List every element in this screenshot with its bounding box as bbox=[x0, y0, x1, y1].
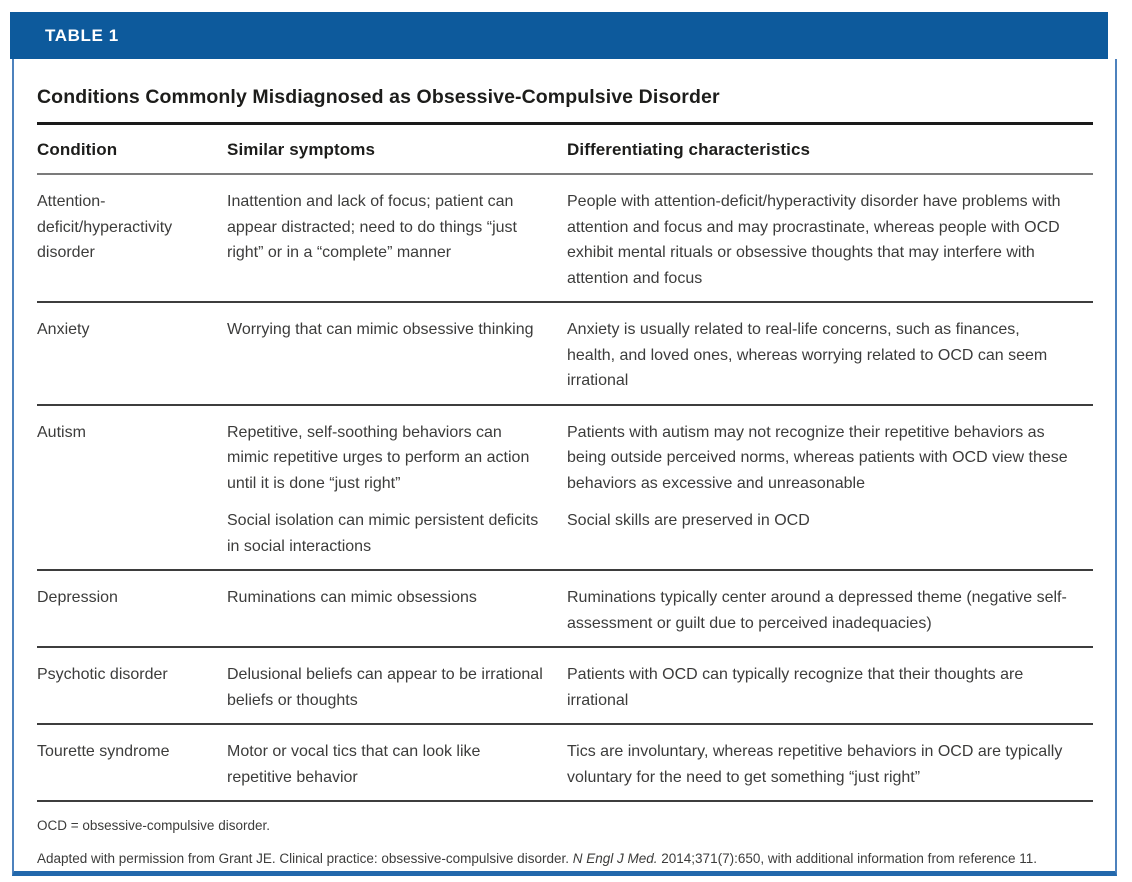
cell-paragraph: People with attention-deficit/hyperactiv… bbox=[567, 193, 1061, 287]
differentiating-cell: Tics are involuntary, whereas repetitive… bbox=[567, 739, 1093, 790]
differentiating-cell: Ruminations typically center around a de… bbox=[567, 585, 1093, 636]
cell-paragraph: Patients with OCD can typically recogniz… bbox=[567, 666, 1024, 709]
table-rows: Attention-deficit/hyperactivity disorder… bbox=[37, 175, 1093, 802]
table-row: Psychotic disorder Delusional beliefs ca… bbox=[37, 648, 1093, 725]
footnote-abbreviation: OCD = obsessive-compulsive disorder. bbox=[37, 818, 270, 833]
cell-paragraph: Tics are involuntary, whereas repetitive… bbox=[567, 743, 1063, 786]
condition-cell: Depression bbox=[37, 585, 227, 636]
condition-cell: Autism bbox=[37, 420, 227, 560]
cell-paragraph: Anxiety is usually related to real-life … bbox=[567, 321, 1048, 389]
table-row: Autism Repetitive, self-soothing behavio… bbox=[37, 406, 1093, 571]
cell-paragraph: Ruminations can mimic obsessions bbox=[227, 589, 477, 606]
column-header-condition: Condition bbox=[37, 140, 118, 159]
symptoms-cell: Delusional beliefs can appear to be irra… bbox=[227, 662, 567, 713]
table-title: Conditions Commonly Misdiagnosed as Obse… bbox=[37, 86, 720, 108]
cell-paragraph: Ruminations typically center around a de… bbox=[567, 589, 1067, 632]
table-row: Depression Ruminations can mimic obsessi… bbox=[37, 571, 1093, 648]
cell-paragraph: Patients with autism may not recognize t… bbox=[567, 423, 1068, 492]
differentiating-cell: Patients with autism may not recognize t… bbox=[567, 420, 1093, 560]
cell-paragraph: Delusional beliefs can appear to be irra… bbox=[227, 666, 543, 709]
table-number-bar: TABLE 1 bbox=[10, 12, 1108, 59]
footnote-source-citation: 2014;371(7):650, with additional informa… bbox=[657, 851, 1037, 866]
cell-paragraph: Depression bbox=[37, 589, 118, 606]
table-row: Attention-deficit/hyperactivity disorder… bbox=[37, 175, 1093, 303]
condition-cell: Anxiety bbox=[37, 317, 227, 394]
table-row: Anxiety Worrying that can mimic obsessiv… bbox=[37, 303, 1093, 406]
symptoms-cell: Repetitive, self-soothing behaviors can … bbox=[227, 420, 567, 560]
differentiating-cell: People with attention-deficit/hyperactiv… bbox=[567, 189, 1093, 291]
footnote-source-journal: N Engl J Med. bbox=[572, 851, 658, 866]
cell-paragraph: Social skills are preserved in OCD bbox=[567, 512, 810, 529]
cell-paragraph: Anxiety bbox=[37, 321, 90, 338]
column-header-differentiating: Differentiating characteristics bbox=[567, 140, 811, 159]
cell-paragraph: Autism bbox=[37, 423, 86, 441]
table-header-row: Condition Similar symptoms Differentiati… bbox=[37, 125, 1093, 175]
table-row: Tourette syndrome Motor or vocal tics th… bbox=[37, 725, 1093, 802]
cell-paragraph: Inattention and lack of focus; patient c… bbox=[227, 193, 517, 261]
cell-paragraph: Attention-deficit/hyperactivity disorder bbox=[37, 193, 173, 261]
symptoms-cell: Ruminations can mimic obsessions bbox=[227, 585, 567, 636]
cell-paragraph: Social isolation can mimic persistent de… bbox=[227, 512, 539, 555]
title-rule bbox=[37, 122, 1093, 125]
cell-paragraph: Worrying that can mimic obsessive thinki… bbox=[227, 321, 534, 338]
footnote-source: Adapted with permission from Grant JE. C… bbox=[37, 848, 1093, 869]
symptoms-cell: Worrying that can mimic obsessive thinki… bbox=[227, 317, 567, 394]
condition-cell: Psychotic disorder bbox=[37, 662, 227, 713]
differentiating-cell: Anxiety is usually related to real-life … bbox=[567, 317, 1093, 394]
cell-paragraph: Tourette syndrome bbox=[37, 743, 170, 760]
symptoms-cell: Inattention and lack of focus; patient c… bbox=[227, 189, 567, 291]
condition-cell: Attention-deficit/hyperactivity disorder bbox=[37, 189, 227, 291]
table-number-label: TABLE 1 bbox=[45, 25, 119, 45]
cell-paragraph: Motor or vocal tics that can look like r… bbox=[227, 743, 481, 786]
table-footnotes: OCD = obsessive-compulsive disorder. Ada… bbox=[37, 802, 1093, 869]
differentiating-cell: Patients with OCD can typically recogniz… bbox=[567, 662, 1093, 713]
footnote-source-text: Adapted with permission from Grant JE. C… bbox=[37, 851, 573, 866]
cell-paragraph: Psychotic disorder bbox=[37, 666, 168, 683]
symptoms-cell: Motor or vocal tics that can look like r… bbox=[227, 739, 567, 790]
column-header-similar-symptoms: Similar symptoms bbox=[227, 140, 376, 159]
table-content-box: Conditions Commonly Misdiagnosed as Obse… bbox=[12, 59, 1117, 876]
condition-cell: Tourette syndrome bbox=[37, 739, 227, 790]
cell-paragraph: Repetitive, self-soothing behaviors can … bbox=[227, 423, 530, 492]
